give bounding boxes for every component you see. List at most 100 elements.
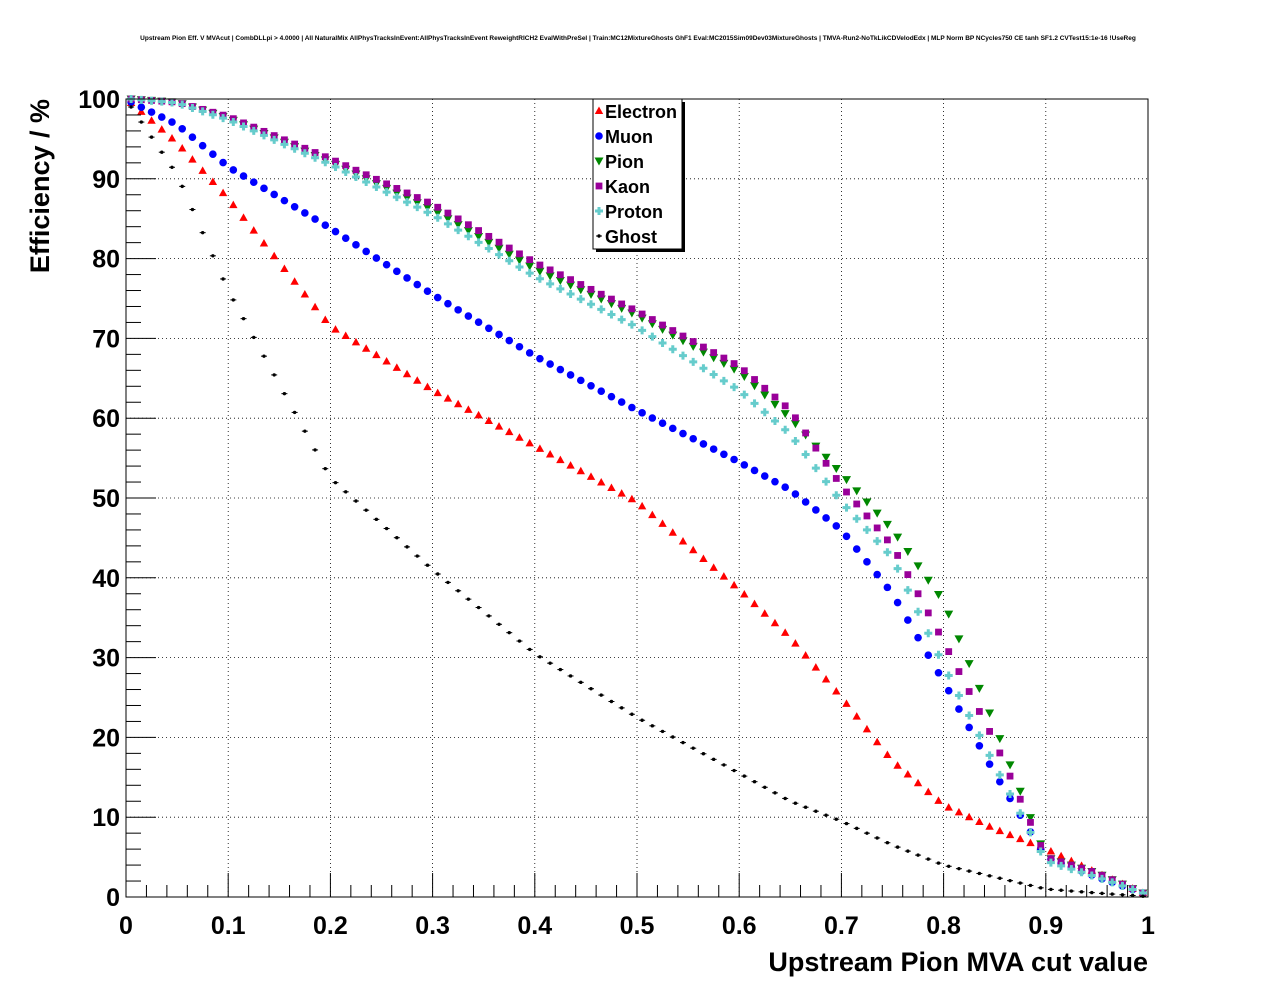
data-point-proton <box>505 256 514 265</box>
data-point-proton <box>280 140 289 149</box>
data-point-proton <box>198 107 207 116</box>
data-point-ghost <box>1088 890 1095 895</box>
data-point-muon <box>587 382 595 390</box>
data-point-ghost <box>577 680 584 685</box>
data-point-pion <box>453 221 463 230</box>
data-point-pion <box>852 487 862 496</box>
data-point-muon <box>617 398 626 406</box>
y-tick-label: 40 <box>92 565 120 593</box>
data-point-proton <box>1067 865 1076 874</box>
data-point-pion <box>545 272 555 281</box>
data-point-ghost <box>720 763 727 767</box>
data-point-electron <box>648 510 657 519</box>
data-point-muon <box>852 545 861 553</box>
data-point-muon <box>556 365 565 374</box>
data-point-kaon <box>516 250 523 258</box>
data-point-ghost <box>312 448 319 452</box>
data-point-proton <box>587 300 596 309</box>
data-point-proton <box>914 607 923 616</box>
y-tick-label: 80 <box>92 246 120 274</box>
legend-label-electron: Electron <box>605 102 677 122</box>
data-point-proton <box>770 416 779 425</box>
data-point-ghost <box>179 184 186 189</box>
data-point-muon <box>444 299 452 308</box>
data-point-kaon <box>291 140 299 148</box>
y-tick-label: 70 <box>92 325 120 353</box>
data-point-ghost <box>322 466 329 471</box>
data-point-muon <box>423 287 432 295</box>
data-point-proton <box>730 383 739 392</box>
data-point-kaon <box>567 276 574 284</box>
data-point-ghost <box>639 718 646 722</box>
data-point-ghost <box>679 740 686 745</box>
data-point-muon <box>648 414 657 422</box>
data-point-ghost <box>649 724 656 728</box>
data-point-proton <box>576 295 585 304</box>
data-point-kaon <box>863 512 871 520</box>
data-point-kaon <box>638 310 646 318</box>
data-point-kaon <box>822 459 830 467</box>
data-point-pion <box>484 238 494 247</box>
data-point-proton <box>668 345 677 354</box>
data-point-muon <box>168 118 176 126</box>
data-point-ghost <box>168 165 175 169</box>
data-point-kaon <box>403 189 411 197</box>
data-point-muon <box>403 274 411 282</box>
data-point-ghost <box>547 661 554 665</box>
data-point-ghost <box>1007 878 1014 883</box>
data-point-electron <box>484 416 494 424</box>
data-point-ghost <box>598 693 605 697</box>
data-point-electron <box>801 651 810 659</box>
data-point-proton <box>1098 874 1107 883</box>
data-point-proton <box>167 98 176 107</box>
data-point-kaon <box>771 393 779 401</box>
data-point-pion <box>882 520 892 529</box>
data-point-proton <box>1138 889 1147 898</box>
data-point-proton <box>689 357 698 366</box>
data-point-proton <box>525 269 534 278</box>
x-tick-label: 0.2 <box>313 912 348 940</box>
data-point-proton <box>464 232 473 241</box>
data-point-kaon <box>802 429 810 437</box>
data-point-ghost <box>792 801 799 805</box>
data-point-proton <box>1087 871 1096 880</box>
data-point-muon <box>209 150 217 158</box>
data-point-muon <box>822 514 830 522</box>
data-point-electron <box>678 536 688 545</box>
data-point-kaon <box>996 749 1004 757</box>
data-point-electron <box>525 438 534 447</box>
data-point-muon <box>341 234 350 243</box>
data-point-electron <box>556 455 565 464</box>
data-point-proton <box>1128 885 1137 894</box>
data-point-muon <box>597 387 606 396</box>
data-point-electron <box>372 350 381 359</box>
data-point-kaon <box>700 343 707 351</box>
data-point-muon <box>536 354 544 363</box>
data-point-muon <box>996 777 1004 786</box>
data-point-electron <box>382 357 391 365</box>
data-point-proton <box>781 425 790 434</box>
data-point-electron <box>893 761 902 769</box>
y-tick-label: 90 <box>92 166 120 194</box>
data-point-ghost <box>761 785 768 789</box>
data-point-proton <box>760 408 769 417</box>
data-point-ghost <box>404 545 411 549</box>
data-point-muon <box>576 376 585 385</box>
data-point-proton <box>903 586 912 595</box>
data-point-pion <box>1025 814 1035 823</box>
data-point-proton <box>403 198 412 207</box>
data-point-pion <box>770 400 780 409</box>
data-point-proton <box>995 770 1004 779</box>
data-point-kaon <box>679 332 687 340</box>
data-point-electron <box>423 382 432 391</box>
data-point-kaon <box>812 444 820 452</box>
data-point-ghost <box>802 805 809 809</box>
data-point-electron <box>586 472 596 480</box>
data-point-proton <box>1077 868 1086 877</box>
data-point-proton <box>535 274 544 283</box>
data-point-pion <box>913 562 923 571</box>
data-point-kaon <box>883 536 891 544</box>
data-point-kaon <box>597 290 605 298</box>
data-point-muon <box>628 403 636 412</box>
data-point-proton <box>975 731 984 740</box>
